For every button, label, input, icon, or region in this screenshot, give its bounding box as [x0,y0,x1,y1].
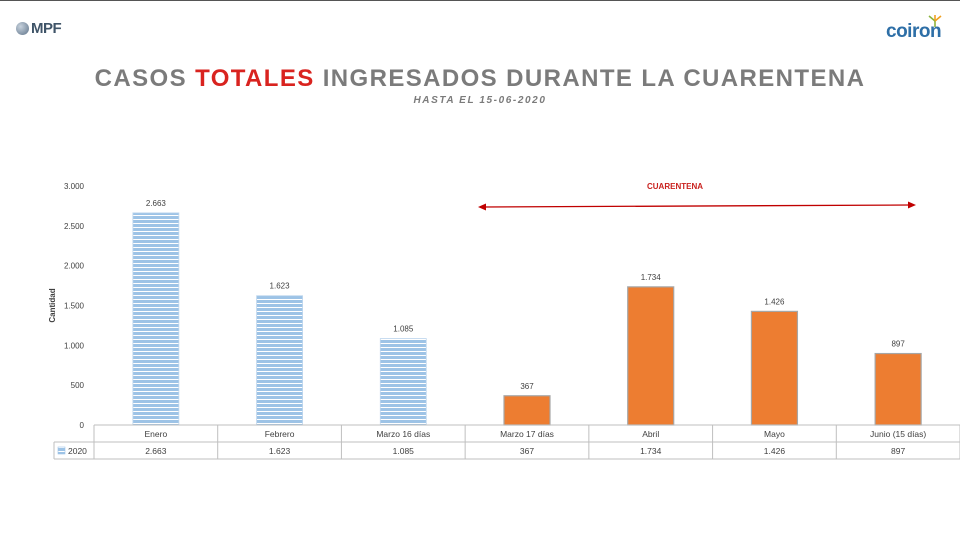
coiron-logo-text: coiron [886,21,942,42]
bar [379,338,427,426]
y-tick-label: 0 [80,421,85,430]
bar-data-label: 2.663 [146,199,167,208]
y-axis-label: Cantidad [48,288,57,322]
x-tick-label: Junio (15 días) [870,429,926,439]
table-value-cell: 367 [520,446,534,456]
table-value-cell: 2.663 [145,446,167,456]
bar [503,395,551,426]
x-tick-label: Enero [145,429,168,439]
quarantine-label: CUARENTENA [647,182,703,191]
page-subtitle: HASTA EL 15-06-2020 [413,95,547,106]
top-border-line [0,0,960,1]
y-tick-label: 3.000 [64,182,85,191]
bar [627,286,675,426]
bar-data-label: 1.085 [393,325,414,334]
y-tick-label: 2.000 [64,262,85,271]
y-tick-label: 1.500 [64,302,85,311]
y-tick-label: 1.000 [64,341,85,350]
table-value-cell: 1.085 [393,446,415,456]
bar-data-label: 1.734 [641,273,662,282]
table-value-cell: 1.623 [269,446,291,456]
mpf-logo-text: MPF [31,20,62,37]
mpf-logo: MPF [16,20,62,37]
page-title: CASOS TOTALES INGRESADOS DURANTE LA CUAR… [0,65,960,93]
y-tick-label: 2.500 [64,222,85,231]
x-tick-label: Marzo 17 días [500,429,554,439]
bar [132,212,180,426]
legend-series-name: 2020 [68,446,87,456]
bar [874,352,922,426]
bar-data-label: 367 [520,382,534,391]
title-part-2: INGRESADOS DURANTE LA CUARENTENA [314,65,866,92]
y-tick-label: 500 [71,381,85,390]
table-value-cell: 897 [891,446,905,456]
bar [750,310,799,426]
table-value-cell: 1.426 [764,446,786,456]
mpf-logo-icon [16,22,29,35]
legend-swatch [57,446,66,455]
bar-data-label: 1.426 [764,297,785,306]
title-part-1: CASOS [94,65,196,92]
x-tick-label: Febrero [265,429,295,439]
coiron-sprout-icon [928,15,942,27]
table-value-cell: 1.734 [640,446,662,456]
x-tick-label: Abril [642,429,659,439]
coiron-logo: coiron [886,14,952,42]
x-tick-label: Mayo [764,429,785,439]
bar-data-label: 1.623 [270,282,291,291]
bar-data-label: 897 [891,340,905,349]
x-tick-label: Marzo 16 días [376,429,430,439]
title-highlight: TOTALES [195,65,315,92]
